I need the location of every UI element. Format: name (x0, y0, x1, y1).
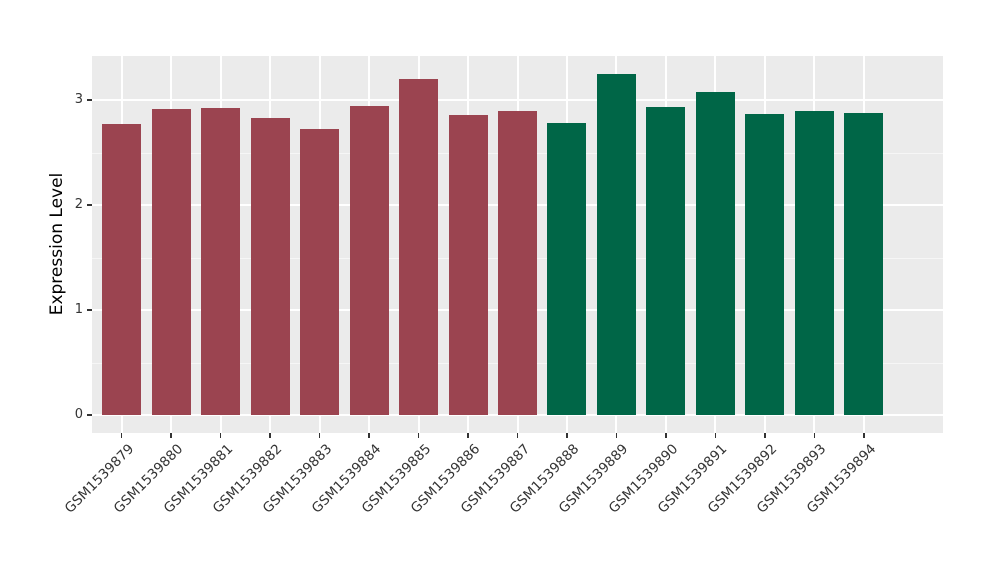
x-tick-mark (467, 433, 469, 438)
y-tick-label: 2 (74, 197, 83, 212)
bar-GSM1539889 (596, 73, 636, 415)
x-tick-mark (615, 433, 618, 438)
bar-GSM1539881 (201, 108, 241, 415)
x-tick-mark (170, 433, 172, 438)
bar-GSM1539886 (448, 114, 488, 415)
bar-GSM1539892 (745, 113, 785, 415)
x-tick-mark (665, 433, 667, 438)
x-tick-mark (417, 433, 420, 438)
y-tick-mark (87, 414, 92, 416)
x-tick-mark (566, 433, 568, 438)
bar-GSM1539884 (349, 106, 389, 415)
x-tick-mark (764, 433, 766, 438)
x-tick-mark (368, 433, 370, 438)
x-tick-mark (714, 433, 717, 438)
x-tick-mark (269, 433, 271, 438)
bar-GSM1539888 (547, 123, 587, 415)
x-tick-mark (516, 433, 519, 438)
bar-GSM1539882 (250, 117, 290, 415)
y-axis-title: Expression Level (47, 172, 67, 316)
bar-GSM1539890 (646, 107, 686, 415)
x-tick-mark (120, 433, 123, 438)
y-tick-label: 3 (74, 92, 83, 107)
y-tick-mark (87, 99, 92, 101)
y-tick-mark (87, 309, 92, 311)
y-tick-label: 0 (74, 407, 83, 422)
x-tick-mark (813, 433, 816, 438)
plot-panel (92, 56, 943, 433)
bar-GSM1539887 (498, 110, 537, 415)
bar-GSM1539894 (844, 112, 884, 415)
bar-GSM1539883 (300, 129, 340, 415)
y-tick-mark (87, 204, 92, 206)
bar-GSM1539880 (151, 109, 191, 415)
x-tick-mark (863, 433, 865, 438)
bar-GSM1539893 (794, 110, 834, 415)
bar-GSM1539891 (695, 91, 735, 415)
bar-GSM1539879 (102, 124, 142, 415)
x-tick-mark (219, 433, 222, 438)
bar-GSM1539885 (399, 79, 439, 415)
y-tick-label: 1 (74, 302, 83, 317)
x-tick-mark (318, 433, 321, 438)
